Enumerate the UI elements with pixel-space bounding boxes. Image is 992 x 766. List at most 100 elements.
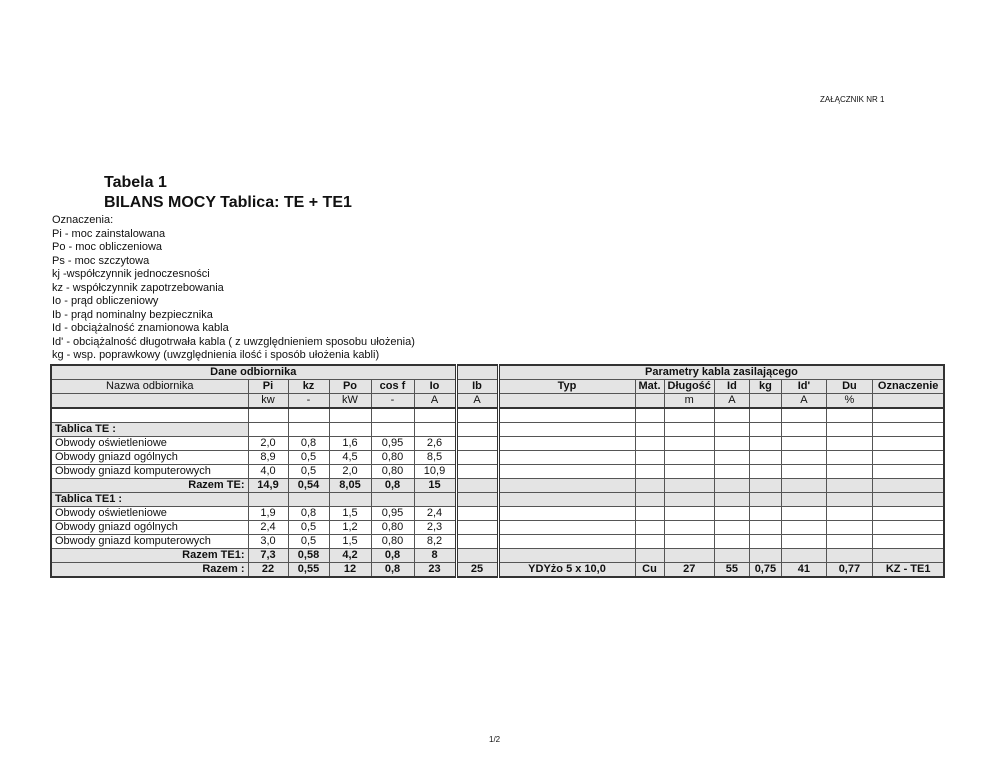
table-cell: 8,05 [328, 478, 372, 493]
table-cell [634, 464, 665, 479]
legend-line: kj -współczynnik jednoczesności [52, 268, 210, 280]
table-cell [454, 492, 499, 507]
table-cell: 10,9 [413, 464, 457, 479]
row-label: Obwody gniazd ogólnych [50, 450, 249, 465]
table-cell [287, 492, 330, 507]
table-cell: 8,5 [413, 450, 457, 465]
table-cell [871, 548, 945, 563]
row-label [50, 407, 249, 423]
table-cell [825, 422, 873, 437]
column-header: Du [825, 379, 873, 394]
table-cell [496, 548, 636, 563]
table-cell [748, 464, 782, 479]
legend-line: Ib - prąd nominalny bezpiecznika [52, 308, 213, 321]
table-cell [634, 492, 665, 507]
legend-line: kz - współczynnik zapotrzebowania [52, 281, 224, 294]
table-cell [496, 506, 636, 521]
unit-cell: A [413, 393, 457, 409]
table-cell [328, 422, 372, 437]
group-header-receiver: Dane odbiornika [50, 364, 457, 380]
legend-line: Id' - obciążalność długotrwała kabla ( z… [52, 335, 415, 348]
table-cell: 15 [413, 478, 457, 493]
table-cell [713, 548, 750, 563]
table-cell: 7,3 [247, 548, 289, 563]
table-cell [825, 450, 873, 465]
row-label: Obwody oświetleniowe [50, 506, 249, 521]
table-cell: 0,95 [370, 436, 415, 451]
table-cell [413, 492, 457, 507]
table-cell [871, 478, 945, 493]
table-cell [748, 492, 782, 507]
table-cell [328, 407, 372, 423]
table-cell [496, 436, 636, 451]
table-cell [454, 436, 499, 451]
table-cell [748, 436, 782, 451]
legend-line: Pi - moc zainstalowana [52, 227, 166, 240]
table-cell [871, 422, 945, 437]
table-cell [713, 506, 750, 521]
column-header: Ib [454, 379, 499, 394]
column-header: Typ [496, 379, 636, 394]
table-cell: 0,8 [287, 506, 330, 521]
table-row: Tablica TE : [50, 422, 945, 437]
table-cell [634, 422, 665, 437]
table-cell [454, 548, 499, 563]
table-cell [825, 548, 873, 563]
table-cell: 27 [663, 562, 715, 578]
column-header: kz [287, 379, 330, 394]
table-cell [825, 464, 873, 479]
table-cell [454, 407, 499, 423]
row-label: Obwody gniazd ogólnych [50, 520, 249, 535]
table-cell [871, 534, 945, 549]
table-cell [496, 407, 636, 423]
table-cell [634, 478, 665, 493]
table-row: Obwody gniazd komputerowych 4,0 0,5 2,0 0,80… [50, 464, 945, 479]
table-row: Tablica TE1 : [50, 492, 945, 507]
table-cell: 2,3 [413, 520, 457, 535]
unit-cell [871, 393, 945, 409]
table-cell [663, 478, 715, 493]
table-cell [496, 534, 636, 549]
table-cell [328, 492, 372, 507]
table-cell [496, 492, 636, 507]
annex-label: ZAŁĄCZNIK NR 1 [820, 95, 885, 104]
table-row [50, 407, 945, 423]
table-cell [496, 520, 636, 535]
table-cell [663, 407, 715, 423]
table-cell [780, 548, 827, 563]
table-cell [247, 492, 289, 507]
table-cell [748, 520, 782, 535]
table-cell: Cu [634, 562, 665, 578]
unit-cell: m [663, 393, 715, 409]
table-row: Obwody gniazd ogólnych 2,4 0,5 1,2 0,80 2,3 [50, 520, 945, 535]
table-cell [748, 506, 782, 521]
column-header: kg [748, 379, 782, 394]
table-cell: 23 [413, 562, 457, 578]
table-cell: 3,0 [247, 534, 289, 549]
table-cell: 22 [247, 562, 289, 578]
unit-cell: A [713, 393, 750, 409]
table-cell: YDYżo 5 x 10,0 [496, 562, 636, 578]
table-cell [663, 548, 715, 563]
table-cell [454, 534, 499, 549]
table-cell [370, 492, 415, 507]
table-cell: 1,5 [328, 534, 372, 549]
legend-line: Id - obciążalność znamionowa kabla [52, 322, 229, 334]
column-header: Id [713, 379, 750, 394]
table-cell [634, 407, 665, 423]
table-cell [825, 534, 873, 549]
table-cell [871, 450, 945, 465]
table-cell [825, 492, 873, 507]
table-cell [825, 436, 873, 451]
table-row: Obwody gniazd ogólnych 8,9 0,5 4,5 0,80 8,5 [50, 450, 945, 465]
row-label: Razem TE: [50, 478, 249, 493]
table-cell: 1,6 [328, 436, 372, 451]
column-header: Io [413, 379, 457, 394]
table-row: Razem :22 0,55 12 0,8 23 25 YDYżo 5 x 10,0 Cu 27… [50, 562, 945, 578]
table-cell [663, 520, 715, 535]
table-row: Obwody gniazd komputerowych 3,0 0,5 1,5 0,80… [50, 534, 945, 549]
table-cell: 0,80 [370, 520, 415, 535]
column-header: Nazwa odbiornika [50, 379, 249, 394]
table-cell [780, 464, 827, 479]
column-header: Po [328, 379, 372, 394]
